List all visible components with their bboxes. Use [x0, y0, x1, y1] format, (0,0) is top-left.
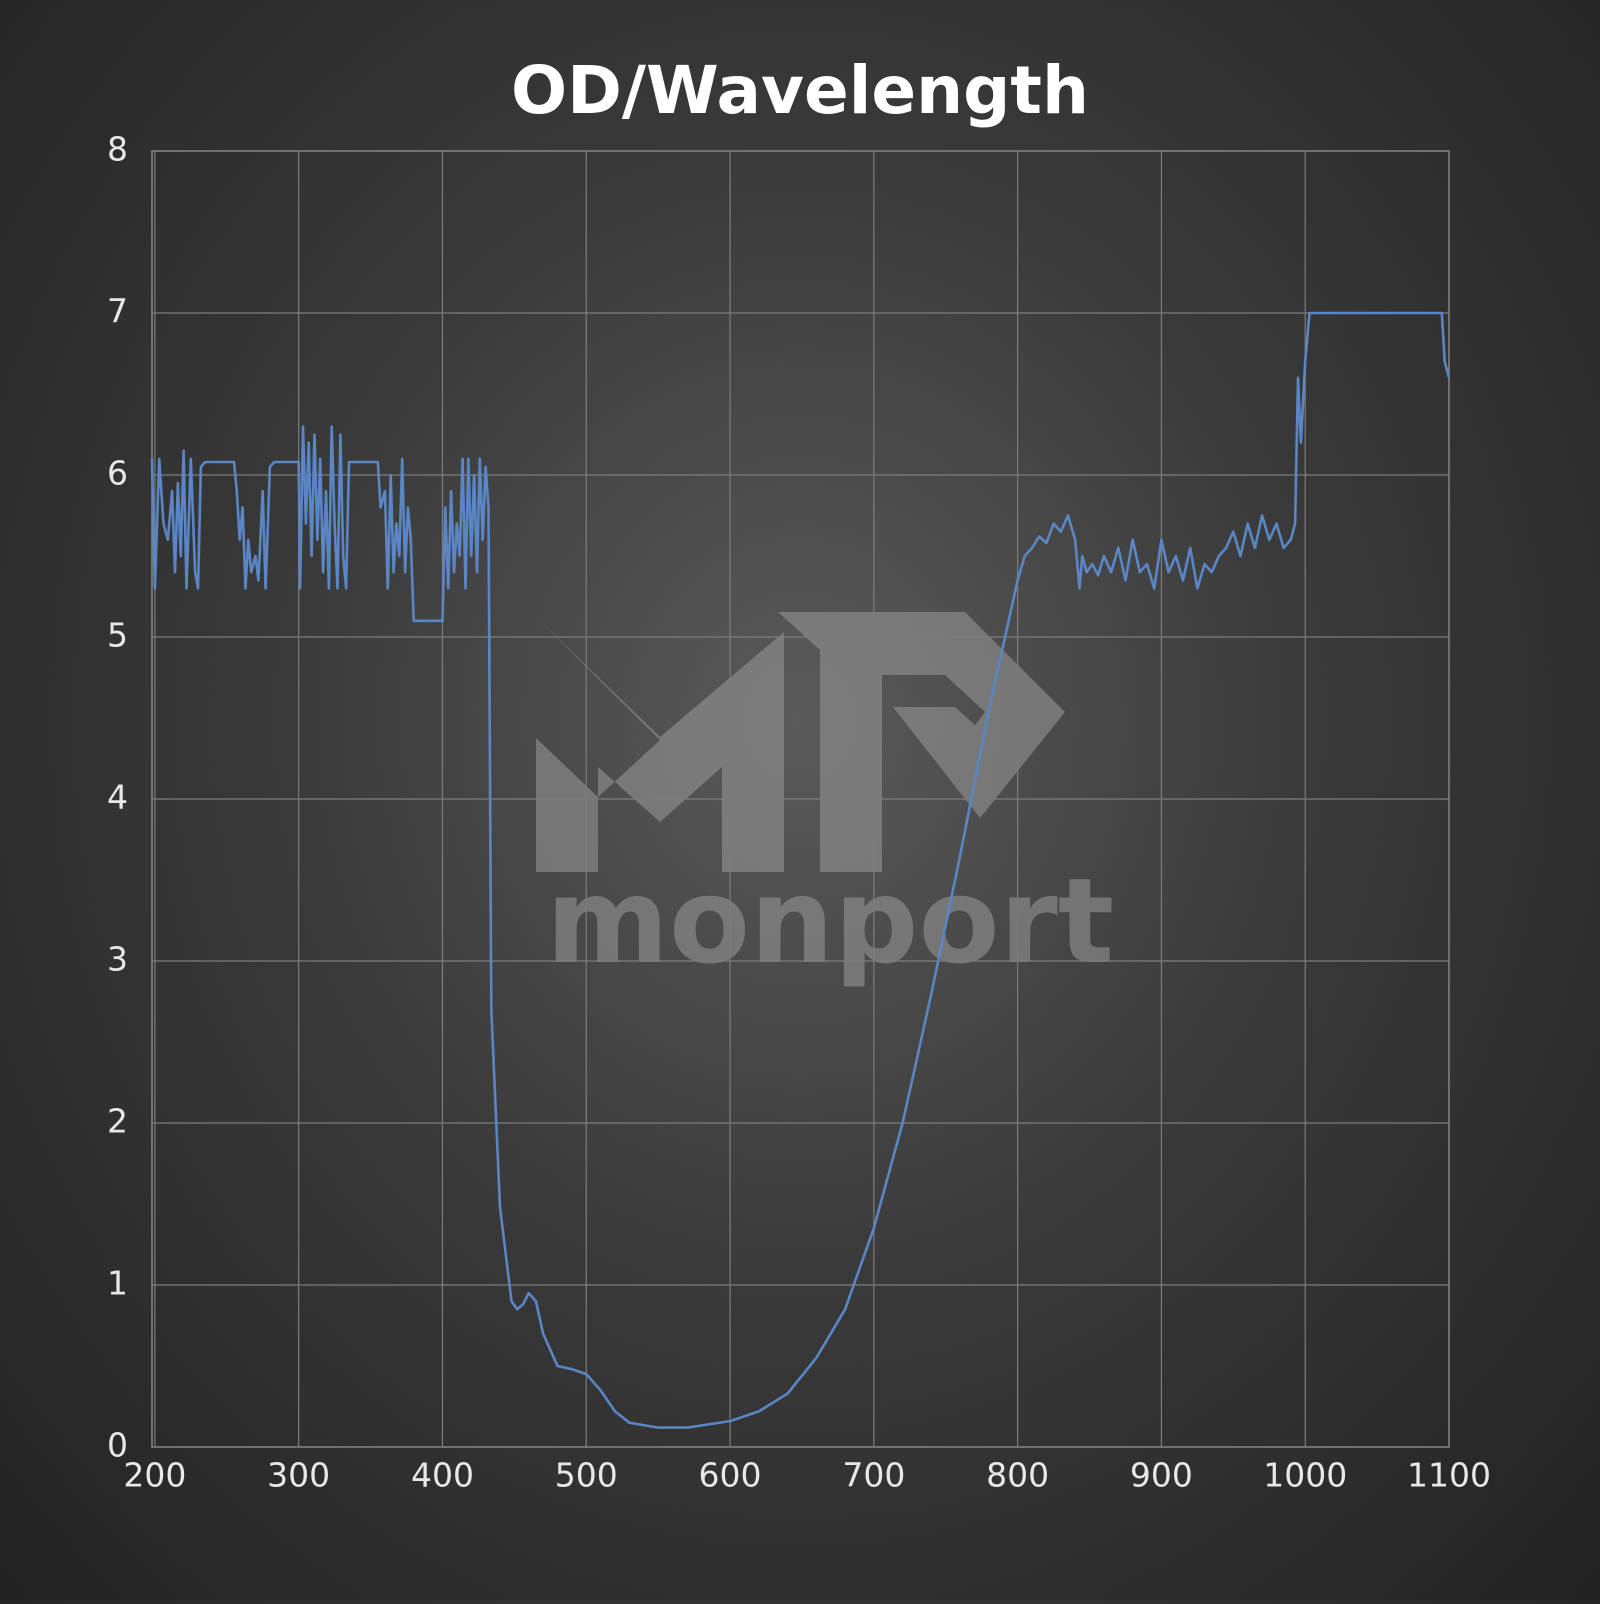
x-tick-label: 900 — [1130, 1456, 1193, 1495]
x-tick-label: 500 — [555, 1456, 618, 1495]
logo-p — [778, 612, 1065, 872]
x-tick-label: 600 — [699, 1456, 762, 1495]
y-tick-label: 1 — [107, 1264, 128, 1303]
x-tick-label: 700 — [842, 1456, 905, 1495]
logo-m — [536, 617, 784, 872]
watermark-logo — [536, 612, 1065, 872]
x-tick-label: 1100 — [1407, 1456, 1491, 1495]
x-tick-label: 1000 — [1263, 1456, 1347, 1495]
y-tick-label: 8 — [107, 130, 128, 169]
y-tick-label: 4 — [107, 778, 128, 817]
y-tick-label: 5 — [107, 616, 128, 655]
chart-title: OD/Wavelength — [511, 52, 1089, 129]
x-tick-label: 400 — [411, 1456, 474, 1495]
x-tick-label: 200 — [123, 1456, 186, 1495]
data-line — [150, 311, 1451, 1429]
y-tick-label: 2 — [107, 1102, 128, 1141]
watermark-text: monport — [546, 852, 1114, 990]
y-tick-label: 3 — [107, 940, 128, 979]
x-tick-label: 300 — [267, 1456, 330, 1495]
y-tick-label: 7 — [107, 292, 128, 331]
y-tick-label: 0 — [107, 1426, 128, 1465]
y-tick-label: 6 — [107, 454, 128, 493]
x-tick-label: 800 — [986, 1456, 1049, 1495]
